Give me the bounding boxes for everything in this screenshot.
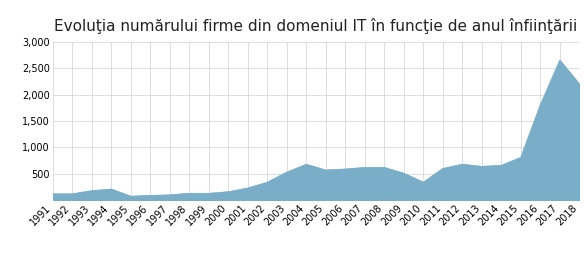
Title: Evoluţia numărului firme din domeniul IT în funcţie de anul înfiinţării: Evoluţia numărului firme din domeniul IT… — [54, 18, 577, 34]
